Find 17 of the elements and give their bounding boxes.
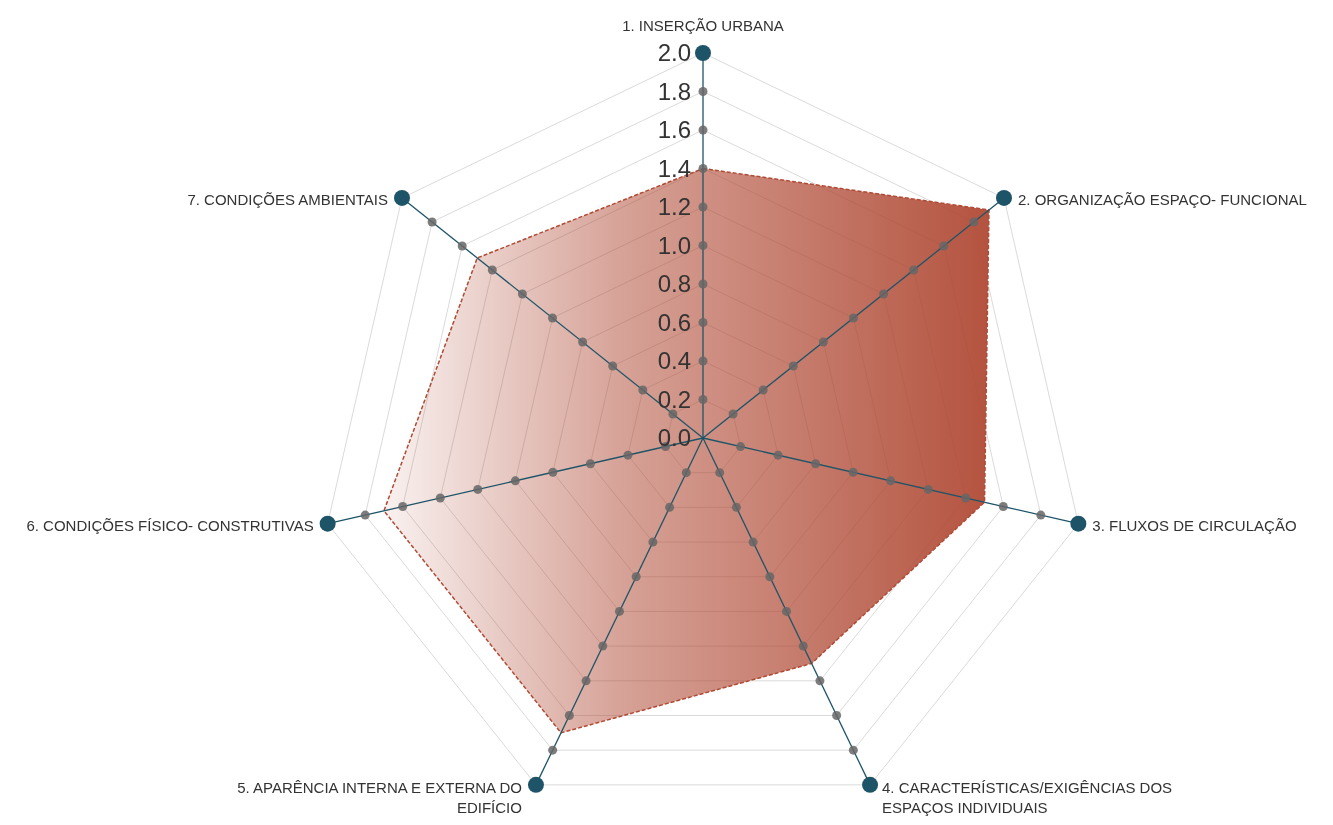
spoke-label: 6. CONDIÇÕES FÍSICO- CONSTRUTIVAS [26, 516, 314, 534]
spoke-label: 1. INSERÇÃO URBANA [622, 17, 784, 34]
spoke-label: 2. ORGANIZAÇÃO ESPAÇO- FUNCIONAL [1018, 190, 1307, 208]
y-tick-label: 1.0 [657, 231, 691, 259]
spoke-label: 3. FLUXOS DE CIRCULAÇÃO [1092, 516, 1297, 534]
y-tick-label: 0.6 [657, 308, 691, 336]
y-tick-label: 0.8 [657, 270, 691, 297]
y-tick-label: 1.2 [657, 193, 691, 220]
y-tick-label: 1.4 [657, 154, 691, 182]
y-tick-label: 1.6 [657, 116, 691, 143]
y-tick-label: 0.2 [657, 385, 691, 413]
y-tick-label: 2.0 [657, 39, 691, 66]
spoke-label: 7. CONDIÇÕES AMBIENTAIS [187, 190, 388, 208]
y-tick-label: 0.4 [657, 347, 691, 374]
y-tick-label: 1.8 [657, 77, 691, 105]
spoke-label: 5. APARÊNCIA INTERNA E EXTERNA DO EDIFÍCIO [237, 778, 522, 816]
spoke-label: 4. CARACTERÍSTICAS/EXIGÊNCIAS DOS ESPAÇOS INDIVIDUAIS [882, 778, 1173, 816]
